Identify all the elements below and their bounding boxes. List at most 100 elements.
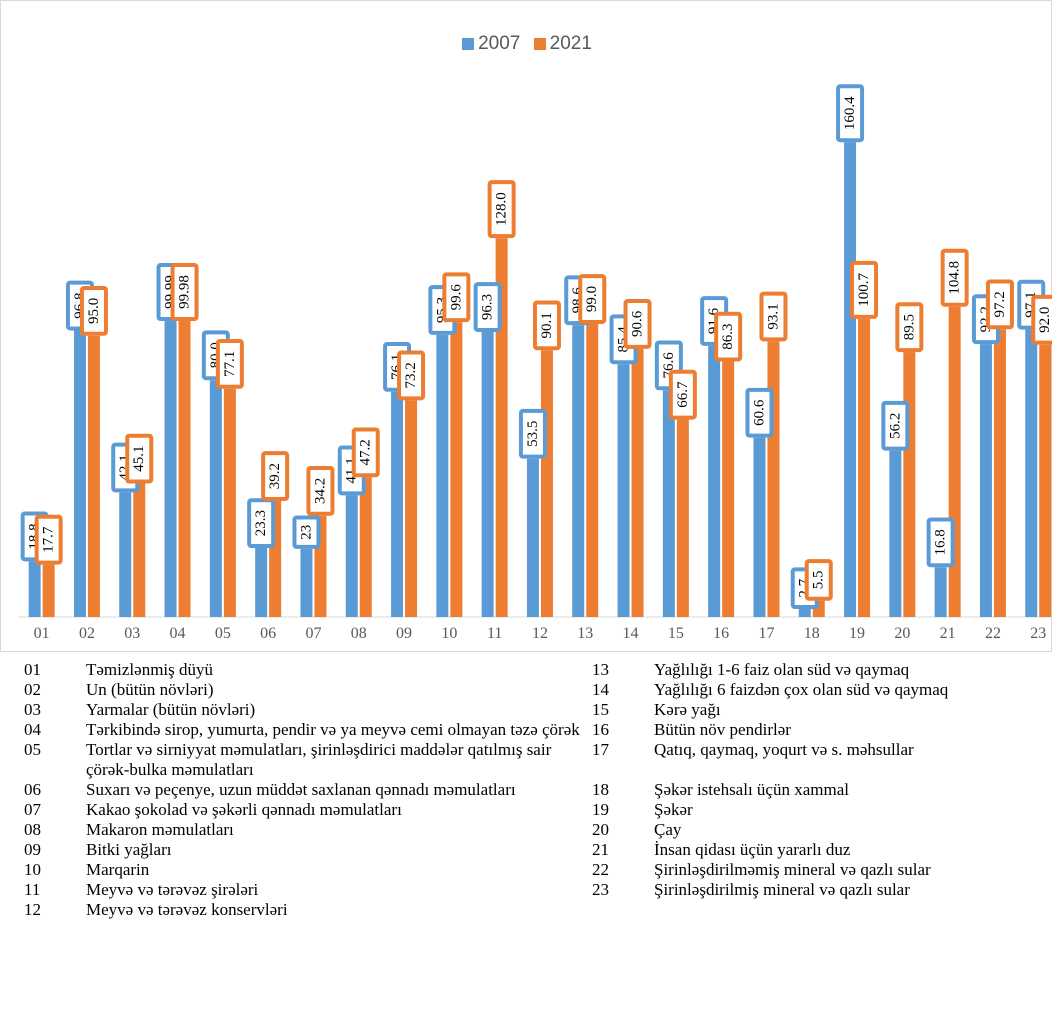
x-tick-label-06: 06 — [260, 625, 276, 642]
svg-text:99.0: 99.0 — [584, 286, 600, 312]
category-entry-02: 02 Un (bütün növləri) — [24, 680, 584, 700]
bar-2007-17 — [753, 437, 766, 617]
category-code: 03 — [24, 700, 41, 719]
bar-2007-19 — [844, 142, 857, 617]
category-code: 15 — [592, 700, 609, 719]
category-legend-left: 01 Təmizlənmiş düyü 02 Un (bütün növləri) 03… — [24, 660, 584, 920]
bar-2007-20 — [889, 450, 902, 617]
category-description: Tərkibində sirop, yumurta, pendir və ya … — [86, 720, 580, 739]
data-label-2021-04: 99.98 — [170, 263, 199, 322]
data-label-2021-13: 99.0 — [578, 274, 607, 324]
category-description: Yağlılığı 6 faizdən çox olan süd və qaym… — [654, 680, 949, 699]
x-tick-label-10: 10 — [441, 625, 457, 642]
category-code: 18 — [592, 780, 609, 799]
x-tick-label-17: 17 — [758, 625, 774, 642]
svg-text:39.2: 39.2 — [267, 463, 283, 489]
data-label-2021-09: 73.2 — [397, 350, 426, 401]
x-tick-label-19: 19 — [849, 625, 865, 642]
bar-2021-17 — [767, 341, 780, 617]
bar-2021-11 — [495, 238, 508, 617]
category-description: Şəkər — [654, 800, 693, 819]
category-description: Kakao şokolad və şəkərli qənnadı məmulat… — [86, 800, 402, 819]
category-entry-03: 03 Yarmalar (bütün növləri) — [24, 700, 584, 720]
category-entry-14: 14 Yağlılığı 6 faizdən çox olan süd və qa… — [592, 680, 1032, 700]
category-description: Un (bütün növləri) — [86, 680, 214, 699]
category-description: Yarmalar (bütün növləri) — [86, 700, 256, 719]
svg-text:95.0: 95.0 — [86, 298, 102, 324]
bar-2007-05 — [209, 380, 222, 617]
bar-2021-08 — [359, 477, 372, 617]
data-label-2021-11: 128.0 — [487, 180, 516, 239]
category-entry-08: 08 Makaron məmulatları — [24, 820, 584, 840]
svg-text:99.98: 99.98 — [177, 275, 193, 309]
data-label-2021-16: 86.3 — [714, 311, 743, 362]
x-tick-label-04: 04 — [170, 625, 186, 642]
category-description: Suxarı və peçenye, uzun müddət saxlanan … — [86, 780, 516, 799]
x-tick-label-13: 13 — [577, 625, 593, 642]
bar-2007-12 — [526, 458, 539, 617]
data-label-2007-19: 160.4 — [836, 84, 865, 143]
svg-text:92.0: 92.0 — [1037, 307, 1052, 333]
svg-text:73.2: 73.2 — [403, 362, 419, 388]
category-description: Meyvə və tərəvəz konservləri — [86, 900, 288, 919]
category-code: 06 — [24, 780, 41, 799]
svg-text:160.4: 160.4 — [842, 96, 858, 130]
category-entry-15: 15 Kərə yağı — [592, 700, 1032, 720]
bar-2021-21 — [948, 306, 961, 617]
bar-2021-22 — [993, 329, 1006, 617]
svg-text:86.3: 86.3 — [720, 324, 736, 350]
x-tick-label-02: 02 — [79, 625, 95, 642]
category-description: Şirinləşdirilməmiş mineral və qazlı sula… — [654, 860, 931, 879]
category-entry-10: 10 Marqarin — [24, 860, 584, 880]
category-entry-13: 13 Yağlılığı 1-6 faiz olan süd və qaymaq — [592, 660, 1032, 680]
legend-label-2021: 2021 — [549, 33, 592, 54]
category-code: 14 — [592, 680, 609, 699]
data-label-2021-01: 17.7 — [34, 514, 63, 565]
category-entry-04: 04 Tərkibində sirop, yumurta, pendir və y… — [24, 720, 584, 740]
bar-2021-04 — [178, 321, 191, 617]
x-tick-label-09: 09 — [396, 625, 412, 642]
bar-2007-23 — [1025, 329, 1038, 617]
svg-text:60.6: 60.6 — [751, 399, 767, 426]
legend-swatch-2007 — [462, 38, 475, 50]
bar-2021-01 — [42, 564, 55, 617]
bar-2007-01 — [28, 561, 41, 617]
svg-text:93.1: 93.1 — [765, 303, 781, 329]
category-code: 21 — [592, 840, 609, 859]
svg-text:47.2: 47.2 — [358, 439, 374, 465]
legend-swatch-2021 — [533, 38, 546, 50]
category-description: Kərə yağı — [654, 700, 721, 719]
data-label-2007-07: 23 — [292, 515, 321, 549]
category-entry-01: 01 Təmizlənmiş düyü — [24, 660, 584, 680]
bar-2007-13 — [572, 325, 585, 617]
category-description: İnsan qidası üçün yararlı duz — [654, 840, 851, 859]
x-tick-label-12: 12 — [532, 625, 548, 642]
legend-item-2021: 2021 — [533, 33, 592, 55]
data-label-2021-20: 89.5 — [895, 302, 924, 353]
x-tick-label-08: 08 — [351, 625, 367, 642]
bar-2007-16 — [708, 345, 721, 617]
x-tick-label-05: 05 — [215, 625, 231, 642]
x-tick-label-15: 15 — [668, 625, 684, 642]
data-label-2007-11: 96.3 — [473, 282, 502, 332]
category-code: 19 — [592, 800, 609, 819]
bar-2021-09 — [405, 400, 418, 617]
svg-text:66.7: 66.7 — [675, 381, 691, 408]
category-entry-22: 22 Şirinləşdirilməmiş mineral və qazlı su… — [592, 860, 1032, 880]
svg-text:96.3: 96.3 — [480, 294, 496, 320]
bar-2007-02 — [73, 330, 86, 617]
data-label-2021-14: 90.6 — [623, 299, 652, 349]
data-label-2007-17: 60.6 — [745, 387, 774, 438]
category-code: 09 — [24, 840, 41, 859]
bar-2021-14 — [631, 348, 644, 617]
x-tick-label-01: 01 — [34, 625, 50, 642]
category-description: Çay — [654, 820, 682, 839]
x-tick-label-21: 21 — [940, 625, 956, 642]
x-tick-label-22: 22 — [985, 625, 1001, 642]
bar-2007-08 — [345, 495, 358, 617]
category-entry-06: 06 Suxarı və peçenye, uzun müddət saxlana… — [24, 780, 584, 800]
svg-text:128.0: 128.0 — [494, 192, 510, 226]
data-label-2007-20: 56.2 — [881, 400, 910, 451]
data-label-2021-17: 93.1 — [759, 291, 788, 342]
bar-2007-10 — [436, 334, 449, 617]
